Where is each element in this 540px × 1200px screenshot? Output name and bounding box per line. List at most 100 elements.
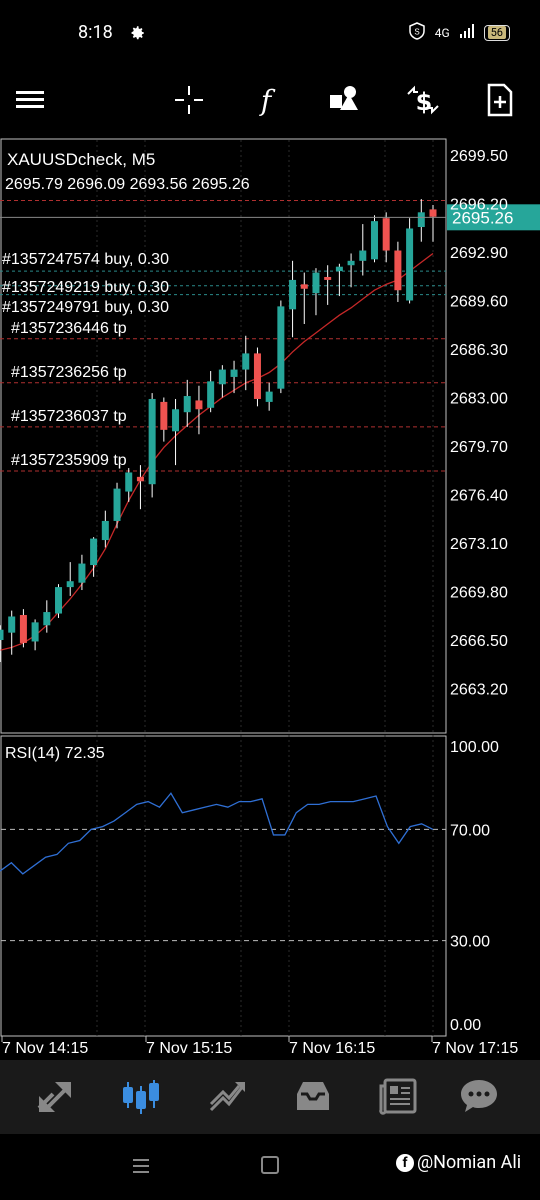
ma-line [0,252,434,651]
objects-button[interactable] [326,82,362,118]
indicators-button[interactable]: f [248,82,284,118]
order-label: #1357236256 tp [11,364,127,381]
candle-body [242,353,250,370]
candle-body [113,488,121,521]
menu-icon [16,91,44,108]
candle-body [300,284,308,289]
symbol-label: XAUUSDcheck, M5 [7,150,155,169]
candle-body [125,472,133,492]
nav-chat[interactable] [457,1074,501,1118]
candle-body [0,629,4,640]
price-axis: 2699.50 2696.20 2692.90 2689.60 2686.30 2683.… [450,148,508,699]
objects-icon [330,86,358,110]
crosshair-icon [175,86,203,114]
candle-body [172,409,180,432]
trade-icon: $ [407,85,439,116]
candle-body [429,209,437,217]
candle-body [148,398,156,485]
main-pane-frame [0,138,447,734]
candle-body [394,250,402,291]
moving-average [0,252,434,651]
order-label: #1357236037 tp [11,408,127,425]
bid-line: 2695.26 [0,204,540,231]
time-label: 7 Nov 16:15 [289,1040,375,1057]
new-order-button[interactable] [482,82,518,118]
order-label: #1357249791 buy, 0.30 [2,299,169,316]
candles [0,199,437,663]
candle-body [78,563,86,583]
order-label: #1357247574 buy, 0.30 [2,251,169,268]
price-tick: 2673.10 [450,536,508,553]
price-tick: 2692.90 [450,245,508,262]
time-label: 7 Nov 14:15 [2,1040,88,1057]
quotes-icon [37,1082,71,1112]
battery-icon: 56 [483,24,510,41]
menu-button[interactable] [12,82,48,118]
candle-body [406,228,414,301]
candle-body [253,353,261,399]
chart-area[interactable]: #1357247574 buy, 0.30 #1357249219 buy, 0.… [0,138,540,1060]
chat-icon [461,1080,497,1112]
recent-apps-icon[interactable] [131,1156,151,1176]
candle-body [90,538,98,566]
crosshair-button[interactable] [171,82,207,118]
chart-icon [123,1080,159,1114]
rsi-tick: 0.00 [450,1017,481,1034]
home-button[interactable] [261,1156,279,1174]
watermark-text: @Nomian Ali [417,1152,522,1173]
candle-body [370,221,378,260]
candle-body [277,306,285,389]
new-order-icon [487,83,513,117]
candle-body [335,266,343,272]
candle-body [207,381,215,408]
candle-body [160,401,168,430]
time-axis: 7 Nov 14:15 7 Nov 15:15 7 Nov 16:15 7 Nov 1… [1,1036,518,1057]
order-label: #1357249219 buy, 0.30 [2,279,169,296]
candle-body [195,400,203,410]
nav-history[interactable] [291,1074,335,1118]
price-tick: 2666.50 [450,633,508,650]
nav-news[interactable] [377,1074,421,1118]
order-label: #1357236446 tp [11,320,127,337]
status-time: 8:18 [78,22,113,43]
current-price-tag [447,204,540,231]
svg-text:$: $ [416,88,433,116]
price-tick: 2676.40 [450,488,508,505]
candle-body [19,615,27,643]
system-nav-bar: f @Nomian Ali [0,1134,540,1200]
candle-body [43,612,51,626]
nav-quotes[interactable] [33,1074,77,1118]
price-tick: 2663.20 [450,682,508,699]
candle-body [312,272,320,294]
candle-body [8,616,16,633]
rsi-indicator: 100.00 70.00 30.00 0.00 [0,739,499,1034]
rsi-tick: 70.00 [450,822,490,839]
network-indicator: 4G [434,25,450,40]
status-right: S 4G 56 [408,22,510,43]
price-tick: 2686.30 [450,342,508,359]
price-tick: 2696.20 [450,197,508,214]
rsi-label: RSI(14) 72.35 [5,745,105,762]
svg-text:S: S [414,28,419,37]
candle-body [347,260,355,266]
time-label: 7 Nov 17:15 [432,1040,518,1057]
nav-chart[interactable] [119,1074,163,1118]
signal-icon [459,24,474,41]
status-bar: 8:18 S 4G 56 [0,0,540,68]
trade-button[interactable]: $ [405,82,441,118]
rsi-line [0,792,434,875]
battery-level: 56 [487,25,506,39]
price-tick: 2689.60 [450,294,508,311]
price-tick: 2699.50 [450,148,508,165]
candle-body [55,587,63,614]
gear-icon [131,26,144,40]
time-label: 7 Nov 15:15 [146,1040,232,1057]
price-chart[interactable]: #1357247574 buy, 0.30 #1357249219 buy, 0.… [0,138,540,1060]
grid [96,140,434,1036]
indicators-icon: f [259,84,276,117]
order-label: #1357235909 tp [11,452,127,469]
candle-body [324,276,332,280]
facebook-icon: f [396,1153,414,1172]
nav-trade[interactable] [205,1074,249,1118]
candle-body [31,622,39,642]
